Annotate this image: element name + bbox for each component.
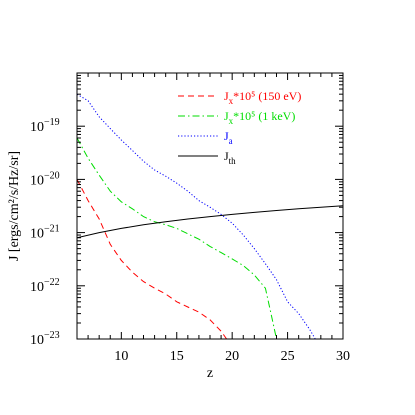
y-axis-label: J [ergs/cm²/s/Hz/sr] <box>7 151 22 261</box>
series-line-1 <box>77 137 277 339</box>
y-tick-label: 10−22 <box>30 277 60 295</box>
legend-label-1: Jx*10⁵ (1 keV) <box>224 109 295 126</box>
legend-label-3: Jth <box>224 149 236 166</box>
axis-ticks <box>76 73 344 340</box>
y-tick-label: 10−20 <box>30 170 60 188</box>
series-line-2 <box>77 93 316 339</box>
x-tick-label: 10 <box>114 349 128 364</box>
x-tick-label: 15 <box>170 349 184 364</box>
plot-frame <box>76 72 344 340</box>
x-tick-label: 25 <box>281 349 295 364</box>
legend: Jx*10⁵ (150 eV) Jx*10⁵ (1 keV) Ja Jth <box>178 89 301 166</box>
series-line-0 <box>77 179 228 339</box>
series-line-3 <box>77 205 343 239</box>
x-tick-label: 20 <box>225 349 239 364</box>
series-layer <box>77 93 343 339</box>
legend-label-0: Jx*10⁵ (150 eV) <box>224 89 301 106</box>
y-tick-label: 10−23 <box>30 330 60 348</box>
y-tick-labels: 10−23 10−22 10−21 10−20 10−19 <box>30 117 60 348</box>
y-tick-label: 10−19 <box>30 117 60 135</box>
x-tick-labels: 10 15 20 25 30 <box>114 349 350 364</box>
legend-label-2: Ja <box>224 129 233 146</box>
x-tick-label: 30 <box>336 349 350 364</box>
x-axis-label: z <box>207 366 213 381</box>
y-tick-label: 10−21 <box>30 224 60 242</box>
